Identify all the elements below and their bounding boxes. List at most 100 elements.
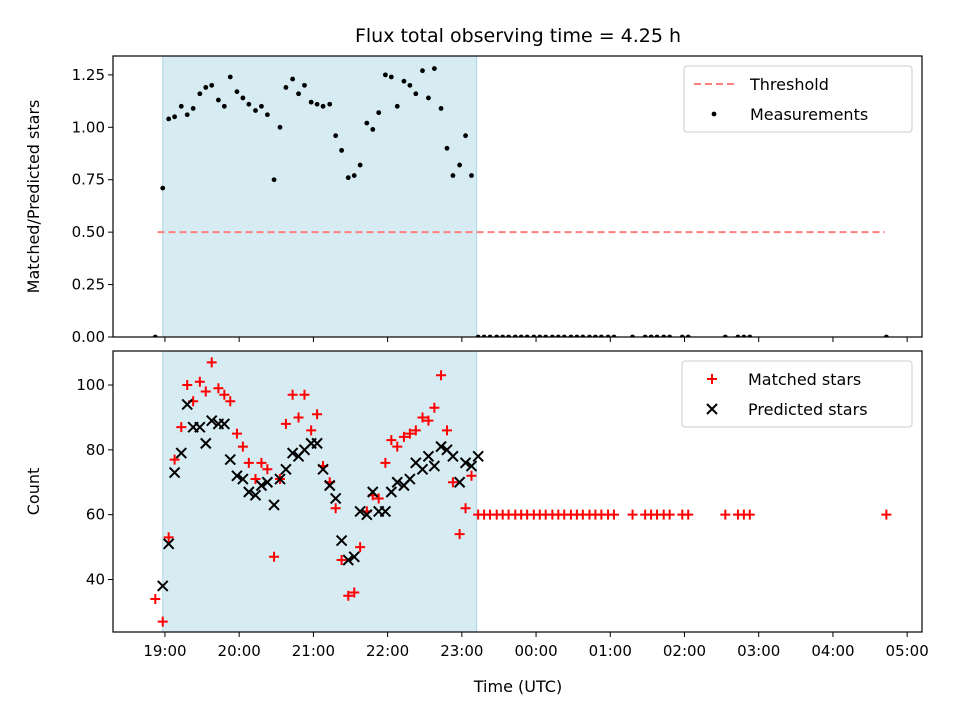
x-tick-label: 22:00 bbox=[366, 642, 409, 660]
y-axis-label: Count bbox=[24, 468, 43, 516]
matched-stars-point bbox=[423, 415, 434, 426]
counts-panel: 40 60 80 100 19:00 20:00 21:00 22:00 23:00 00:00 0… bbox=[24, 350, 929, 660]
x-tick-label: 21:00 bbox=[292, 642, 335, 660]
predicted-stars-point bbox=[472, 450, 484, 463]
x-tick-label: 20:00 bbox=[218, 642, 261, 660]
matched-stars-point bbox=[398, 431, 409, 442]
predicted-stars-point bbox=[255, 479, 268, 492]
measurements-point bbox=[364, 120, 370, 126]
matched-stars-point bbox=[262, 464, 273, 475]
legend-threshold-label: Threshold bbox=[749, 75, 829, 94]
matched-stars-point bbox=[683, 509, 694, 520]
predicted-stars-point bbox=[237, 473, 249, 485]
matched-stars-point bbox=[250, 474, 261, 485]
predicted-stars-point bbox=[453, 476, 466, 488]
x-tick-label: 23:00 bbox=[440, 642, 483, 660]
matched-stars-point bbox=[380, 457, 391, 468]
predicted-stars-point bbox=[157, 580, 169, 592]
measurements-point bbox=[401, 78, 407, 84]
predicted-stars-point bbox=[404, 473, 416, 485]
matched-stars-point bbox=[219, 389, 230, 400]
predicted-stars-point bbox=[435, 440, 447, 453]
predicted-stars-point bbox=[459, 457, 472, 469]
measurements-point bbox=[314, 101, 320, 107]
matched-stars-point bbox=[441, 425, 452, 436]
y-tick-label: 100 bbox=[76, 376, 105, 394]
predicted-stars-point bbox=[218, 418, 231, 430]
measurements-point bbox=[444, 145, 450, 151]
predicted-stars-point bbox=[335, 534, 348, 547]
measurements-point bbox=[302, 82, 307, 88]
matched-stars-point bbox=[150, 593, 161, 604]
measurements-point bbox=[259, 103, 264, 109]
matched-stars-point bbox=[460, 503, 471, 514]
y-tick-label: 0.00 bbox=[72, 328, 105, 346]
matched-stars-point bbox=[373, 493, 384, 504]
measurements-point bbox=[394, 103, 400, 109]
matched-stars-point bbox=[392, 441, 403, 452]
matched-stars-point bbox=[627, 509, 638, 520]
matched-stars-point bbox=[213, 383, 224, 394]
predicted-stars-point bbox=[329, 492, 342, 505]
legend-box bbox=[681, 360, 913, 428]
y-tick-label: 80 bbox=[86, 441, 105, 459]
measurements-point bbox=[271, 177, 277, 183]
measurements-point bbox=[413, 91, 419, 97]
matched-stars-point bbox=[237, 441, 248, 452]
predicted-stars-point bbox=[268, 499, 280, 511]
measurements-point bbox=[234, 89, 240, 95]
matched-stars-point bbox=[386, 435, 397, 446]
matched-stars-point bbox=[306, 425, 317, 436]
matched-stars-point bbox=[349, 587, 360, 598]
measurements-point bbox=[469, 173, 474, 178]
measurements-point bbox=[431, 66, 437, 71]
y-tick-label: 1.00 bbox=[72, 118, 105, 136]
predicted-stars-point bbox=[422, 450, 435, 463]
x-tick-label: 03:00 bbox=[737, 642, 780, 660]
legend-measurements-swatch bbox=[711, 111, 717, 117]
matched-stars-point bbox=[343, 590, 354, 601]
measurements-point bbox=[277, 124, 283, 130]
measurements-point bbox=[438, 106, 444, 111]
predicted-stars-point bbox=[379, 505, 392, 518]
measurements-point bbox=[190, 106, 196, 111]
legend-box bbox=[683, 65, 913, 133]
measurements-point bbox=[351, 173, 357, 178]
matched-stars-point bbox=[744, 509, 755, 520]
matched-stars-point bbox=[287, 389, 298, 400]
predicted-stars-point bbox=[175, 447, 187, 459]
measurements-point bbox=[172, 114, 178, 120]
predicted-stars-point bbox=[324, 479, 336, 492]
measurements-point bbox=[178, 103, 184, 109]
measurements-point bbox=[320, 103, 326, 109]
matched-stars-point bbox=[336, 555, 347, 566]
matched-stars-point bbox=[299, 389, 310, 400]
chart-title: Flux total observing time = 4.25 h bbox=[355, 25, 681, 47]
predicted-stars-point bbox=[367, 486, 379, 498]
predicted-stars-point bbox=[286, 447, 299, 459]
measurements-point bbox=[184, 112, 190, 118]
y-tick-label: 1.25 bbox=[72, 66, 105, 84]
matched-stars-point bbox=[243, 457, 254, 468]
predicted-stars-point bbox=[224, 453, 236, 466]
predicted-stars-point bbox=[249, 489, 262, 501]
measurements-point bbox=[457, 162, 463, 168]
predicted-stars-point bbox=[311, 437, 323, 450]
matched-stars-point bbox=[429, 402, 440, 413]
predicted-stars-point bbox=[342, 554, 354, 566]
legend-matched-stars-swatch bbox=[707, 374, 717, 384]
measurements-point bbox=[327, 101, 333, 107]
predicted-stars-point bbox=[416, 463, 429, 476]
measurements-point bbox=[160, 185, 166, 191]
measurements-point bbox=[376, 110, 382, 116]
y-tick-label: 0.50 bbox=[72, 223, 105, 241]
matched-stars-point bbox=[163, 532, 174, 543]
predicted-stars-point bbox=[280, 463, 292, 476]
x-tick-label: 00:00 bbox=[514, 642, 557, 660]
matched-stars-point bbox=[176, 422, 187, 433]
matched-stars-point bbox=[169, 454, 180, 465]
predicted-stars-point bbox=[354, 505, 366, 518]
measurements-point bbox=[203, 85, 209, 90]
measurements-point bbox=[463, 133, 468, 139]
matched-stars-point bbox=[256, 457, 267, 468]
